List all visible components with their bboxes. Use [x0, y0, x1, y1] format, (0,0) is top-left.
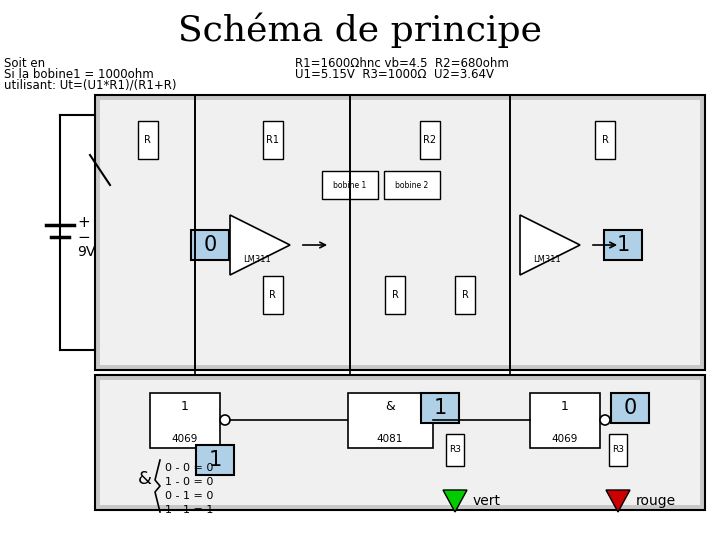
Bar	[609, 434, 627, 466]
Text: 1: 1	[208, 450, 222, 470]
Text: −: −	[77, 230, 90, 245]
Text: vert: vert	[473, 494, 501, 508]
Text: LM311: LM311	[533, 255, 561, 265]
Text: bobine 2: bobine 2	[395, 180, 428, 190]
Text: LM311: LM311	[243, 255, 271, 265]
Bar	[530, 393, 600, 448]
Text: R1=1600Ωhnc vb=4.5  R2=680ohm: R1=1600Ωhnc vb=4.5 R2=680ohm	[295, 57, 509, 70]
Text: 0 - 1 = 0: 0 - 1 = 0	[165, 491, 213, 501]
Text: 0 - 0 = 0: 0 - 0 = 0	[165, 463, 213, 473]
Text: R3: R3	[612, 446, 624, 455]
Bar	[421, 393, 459, 423]
Text: rouge: rouge	[636, 494, 676, 508]
Text: 1: 1	[616, 235, 629, 255]
Bar	[191, 230, 229, 260]
Text: R1: R1	[266, 135, 279, 145]
Text: R: R	[144, 135, 151, 145]
Text: 1: 1	[181, 400, 189, 413]
Bar	[322, 171, 378, 199]
Text: R: R	[392, 290, 398, 300]
Bar	[384, 171, 440, 199]
Bar	[604, 230, 642, 260]
Text: Soit en: Soit en	[4, 57, 45, 70]
Text: +: +	[77, 215, 90, 230]
Text: &: &	[385, 400, 395, 413]
Text: 0: 0	[624, 398, 636, 418]
Circle shape	[220, 415, 230, 425]
Text: R2: R2	[423, 135, 436, 145]
Text: 1 - 1 = 1: 1 - 1 = 1	[165, 505, 213, 515]
Text: 1: 1	[561, 400, 569, 413]
Polygon shape	[606, 490, 630, 512]
Bar	[420, 121, 440, 159]
Text: 4069: 4069	[552, 435, 578, 444]
Bar	[611, 393, 649, 423]
Text: 1: 1	[433, 398, 446, 418]
Text: U1=5.15V  R3=1000Ω  U2=3.64V: U1=5.15V R3=1000Ω U2=3.64V	[295, 68, 494, 81]
Polygon shape	[520, 215, 580, 275]
Bar	[595, 121, 615, 159]
Polygon shape	[443, 490, 467, 512]
Bar	[95, 95, 705, 370]
Bar	[196, 445, 234, 475]
Text: R3: R3	[449, 446, 461, 455]
Bar	[446, 434, 464, 466]
Text: 1 - 0 = 0: 1 - 0 = 0	[165, 477, 213, 487]
Bar	[455, 276, 475, 314]
Bar	[385, 276, 405, 314]
Bar	[95, 375, 705, 510]
Text: 4069: 4069	[172, 435, 198, 444]
Bar	[263, 276, 282, 314]
Text: Si la bobine1 = 1000ohm: Si la bobine1 = 1000ohm	[4, 68, 154, 81]
Bar	[100, 100, 700, 365]
Text: &: &	[138, 470, 152, 488]
Polygon shape	[230, 215, 290, 275]
Text: 9V: 9V	[77, 246, 95, 260]
Bar	[100, 380, 700, 505]
Circle shape	[600, 415, 610, 425]
Text: R: R	[602, 135, 608, 145]
Text: R: R	[462, 290, 469, 300]
Text: 0: 0	[203, 235, 217, 255]
Text: bobine 1: bobine 1	[333, 180, 366, 190]
Text: R: R	[269, 290, 276, 300]
Text: utilisant: Ut=(U1*R1)/(R1+R): utilisant: Ut=(U1*R1)/(R1+R)	[4, 79, 176, 92]
Text: 4081: 4081	[377, 435, 403, 444]
Bar	[138, 121, 158, 159]
Text: Schéma de principe: Schéma de principe	[178, 12, 542, 48]
Bar	[263, 121, 282, 159]
Bar	[150, 393, 220, 448]
Bar	[348, 393, 433, 448]
